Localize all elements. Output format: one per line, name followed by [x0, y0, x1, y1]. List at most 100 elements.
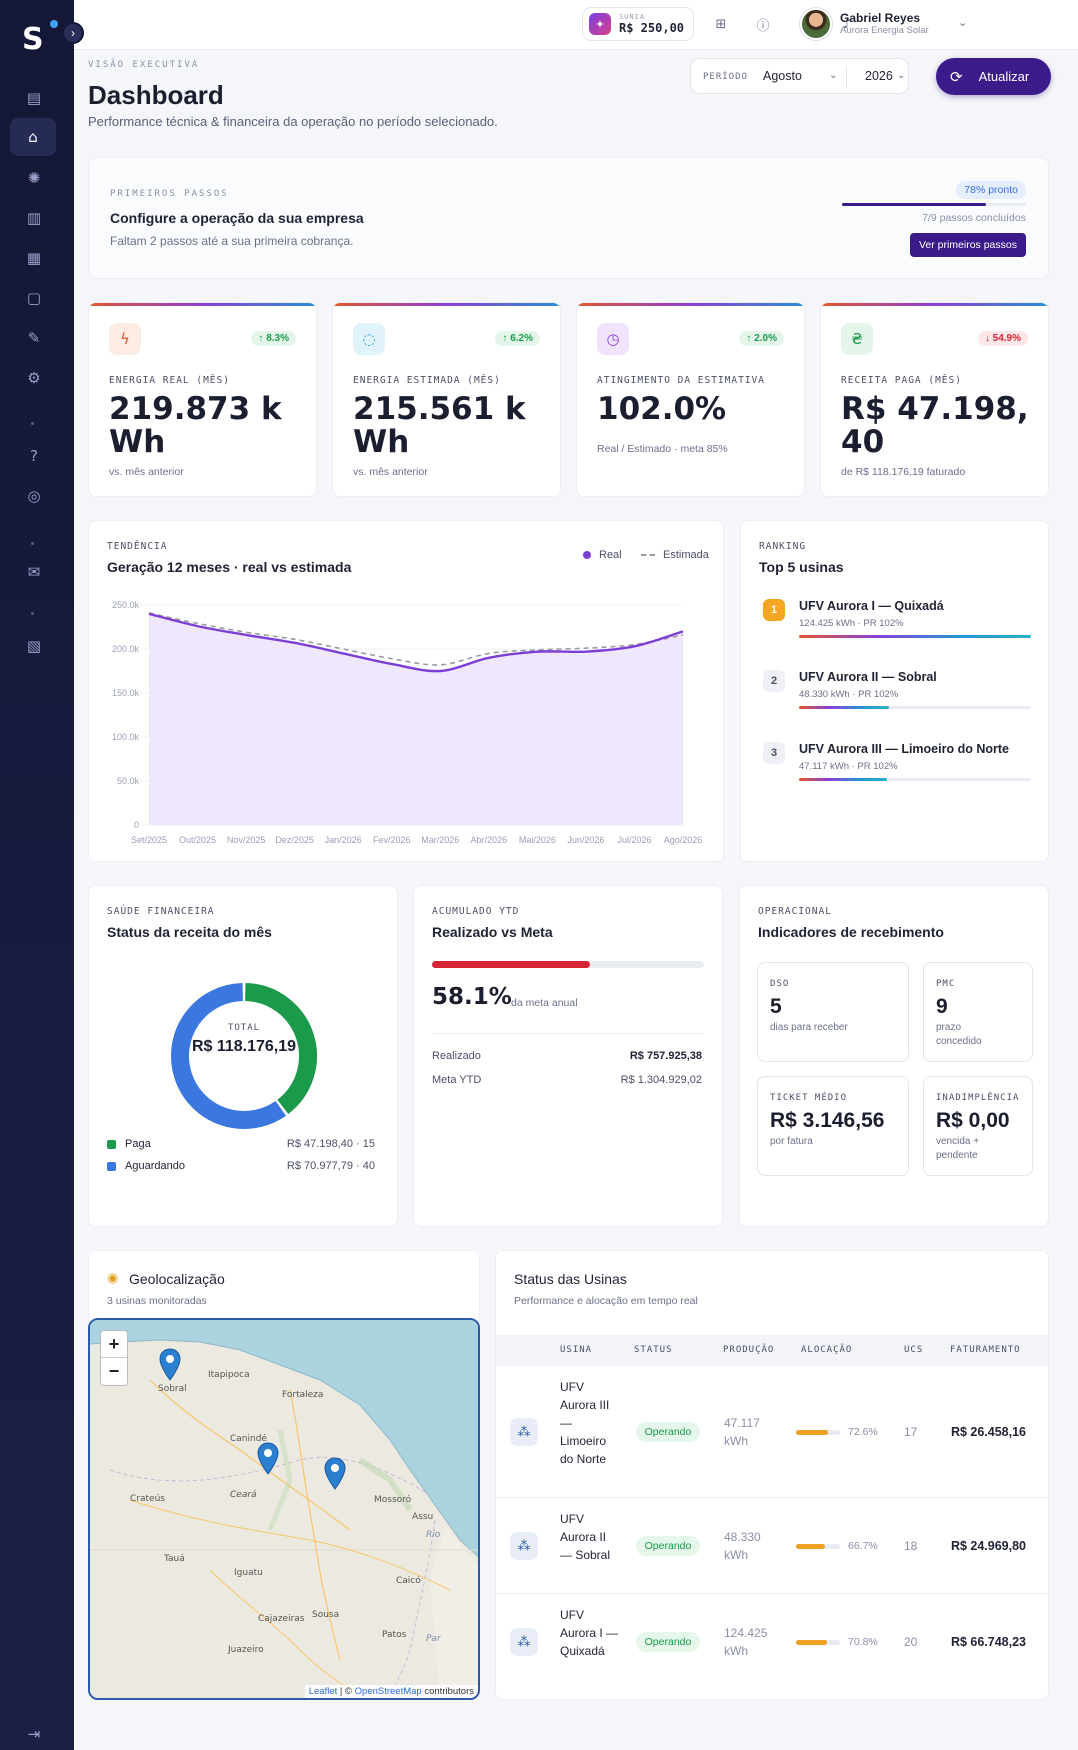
receipt-icon[interactable]: ▤ [26, 89, 42, 107]
usina-name[interactable]: UFV Aurora III — Limoeiro do Norte [560, 1380, 610, 1466]
col-alocacao[interactable]: ALOCAÇÃO [801, 1345, 853, 1355]
map-city-label: Crateús [130, 1494, 165, 1504]
refresh-button[interactable]: ⟳ Atualizar [936, 58, 1051, 95]
grid-icon[interactable]: ⊞ [715, 16, 727, 32]
app-logo[interactable]: S [22, 20, 58, 57]
gear-icon[interactable]: ⚙ [27, 369, 41, 387]
zoom-out-button[interactable]: − [108, 1361, 120, 1381]
ranking-item[interactable]: 2 UFV Aurora II — Sobral 48.330 kWh · PR… [759, 668, 1031, 728]
legend-swatch-aguardando [107, 1161, 116, 1171]
year-select[interactable]: 2026 [865, 69, 893, 83]
ops-title: Indicadores de recebimento [758, 924, 944, 940]
col-producao[interactable]: PRODUÇÃO [723, 1345, 775, 1355]
kpi-sub: de R$ 118.176,19 faturado [841, 466, 966, 478]
kpi-delta-badge: ↑ 8.3% [251, 331, 296, 346]
wallet-widget[interactable]: ✦ SUNIA R$ 250,00 [582, 7, 694, 41]
usina-faturamento: R$ 66.748,23 [950, 1635, 1026, 1649]
kpi-delta-badge: ↓ 54.9% [977, 331, 1028, 346]
y-tick-label: 0 [134, 820, 139, 830]
map-marker[interactable] [323, 1457, 347, 1491]
donut-slice-aguardando[interactable] [171, 983, 286, 1129]
kpi-stripe [577, 303, 804, 306]
ticket-value: R$ 3.146,56 [770, 1109, 885, 1132]
map-city-label: Cajazeiras [258, 1614, 305, 1624]
support-icon[interactable]: ◎ [27, 487, 41, 505]
info-icon[interactable]: ⓘ [756, 18, 770, 34]
kpi-card: ◷ ↑ 2.0% ATINGIMENTO DA ESTIMATIVA 102.0… [576, 302, 805, 497]
usinas-title: Status das Usinas [514, 1271, 627, 1287]
clock-icon: ◷ [597, 323, 629, 355]
onboarding-title: Configure a operação da sua empresa [110, 210, 364, 226]
collapse-sidebar-button[interactable]: › [62, 22, 84, 44]
x-tick-label: Nov/2025 [227, 835, 266, 845]
logout-icon[interactable]: ⇥ [27, 1725, 41, 1743]
usina-name[interactable]: UFV Aurora I — Quixadá [560, 1608, 619, 1658]
pmc-label: PMC [936, 979, 956, 989]
period-label: PERÍODO [703, 72, 748, 82]
mail-icon[interactable]: ✉ [27, 563, 41, 581]
geo-title: Geolocalização [129, 1271, 225, 1287]
x-tick-label: Mai/2026 [519, 835, 556, 845]
usina-ucs: 17 [904, 1425, 918, 1439]
osm-link[interactable]: OpenStreetMap [354, 1686, 422, 1697]
zoom-in-button[interactable]: + [101, 1331, 127, 1358]
rank-bar-fill [799, 778, 888, 781]
col-status[interactable]: STATUS [634, 1345, 673, 1355]
legend-est-label: Estimada [663, 549, 709, 561]
x-tick-label: Jun/2026 [567, 835, 604, 845]
map-city-label: Mossoró [374, 1495, 412, 1505]
usina-production: 47.117 kWh [724, 1416, 760, 1448]
rank-number: 1 [763, 599, 785, 621]
kpi-value: 215.561 kWh [353, 391, 526, 460]
kpi-value: 102.0% [597, 391, 727, 427]
invoice-icon[interactable]: ▥ [26, 209, 42, 227]
realizado-value: R$ 757.925,38 [629, 1050, 702, 1062]
x-tick-label: Out/2025 [179, 835, 216, 845]
inadimplencia-label: INADIMPLÊNCIA [936, 1093, 1020, 1103]
help-icon[interactable]: ? [30, 447, 38, 465]
chevron-down-icon[interactable]: ⌄ [829, 70, 838, 81]
solar-panel-icon[interactable]: ▦ [26, 249, 42, 267]
map-marker[interactable] [158, 1348, 182, 1382]
donut-slice-paga[interactable] [244, 983, 317, 1115]
rank-bar [799, 778, 1031, 781]
bell-icon[interactable]: ♪ [842, 16, 852, 32]
col-faturamento[interactable]: FATURAMENTO [950, 1345, 1021, 1355]
map[interactable]: + − Sobral Itapipoca Fortaleza Canindé Crate… [88, 1318, 480, 1700]
chevron-down-icon[interactable]: ⌄ [958, 17, 968, 29]
series-line-estimated [148, 612, 684, 666]
table-row[interactable]: ⁂ UFV Aurora III — Limoeiro do Norte Ope… [496, 1365, 1048, 1497]
usina-name[interactable]: UFV Aurora II — Sobral [560, 1512, 611, 1562]
user-name[interactable]: Gabriel Reyes [840, 11, 921, 25]
ranking-item[interactable]: 1 UFV Aurora I — Quixadá 124.425 kWh · P… [759, 597, 1031, 657]
col-usina[interactable]: USINA [560, 1345, 593, 1355]
map-city-label: Caicó [396, 1576, 421, 1586]
table-row[interactable]: ⁂ UFV Aurora II — Sobral Operando 48.330… [496, 1497, 1048, 1593]
ranking-item[interactable]: 3 UFV Aurora III — Limoeiro do Norte 47.… [759, 740, 1031, 800]
billing-icon[interactable]: ▧ [26, 637, 42, 655]
map-marker[interactable] [256, 1442, 280, 1476]
table-row[interactable]: ⁂ UFV Aurora I — Quixadá Operando 124.42… [496, 1593, 1048, 1689]
col-ucs[interactable]: UCS [904, 1345, 924, 1355]
area-real [149, 613, 683, 825]
currency-icon: ₴ [841, 323, 873, 355]
solar-plant-icon: ⁂ [510, 1532, 538, 1560]
avatar[interactable] [800, 8, 832, 40]
edit-icon[interactable]: ✎ [27, 329, 41, 347]
meta-value: R$ 1.304.929,02 [620, 1074, 702, 1086]
chevron-down-icon[interactable]: ⌄ [897, 70, 906, 81]
allocation-percent: 66.7% [848, 1540, 878, 1552]
month-select[interactable]: Agosto [763, 69, 802, 83]
rank-sub: 47.117 kWh · PR 102% [799, 761, 898, 772]
home-icon[interactable]: ⌂ [10, 118, 56, 156]
kpi-value: R$ 47.198,40 [841, 391, 1029, 460]
finance-title: Status da receita do mês [107, 924, 272, 940]
rank-sub: 48.330 kWh · PR 102% [799, 689, 899, 700]
kpi-card: ₴ ↓ 54.9% RECEITA PAGA (MÊS) R$ 47.198,4… [820, 302, 1049, 497]
clipboard-icon[interactable]: ▢ [26, 289, 42, 307]
status-badge: Operando [636, 1536, 700, 1556]
status-badge: Operando [636, 1632, 700, 1652]
sun-icon[interactable]: ✺ [27, 169, 41, 187]
leaflet-link[interactable]: Leaflet [308, 1686, 338, 1697]
first-steps-button[interactable]: Ver primeiros passos [909, 233, 1026, 257]
